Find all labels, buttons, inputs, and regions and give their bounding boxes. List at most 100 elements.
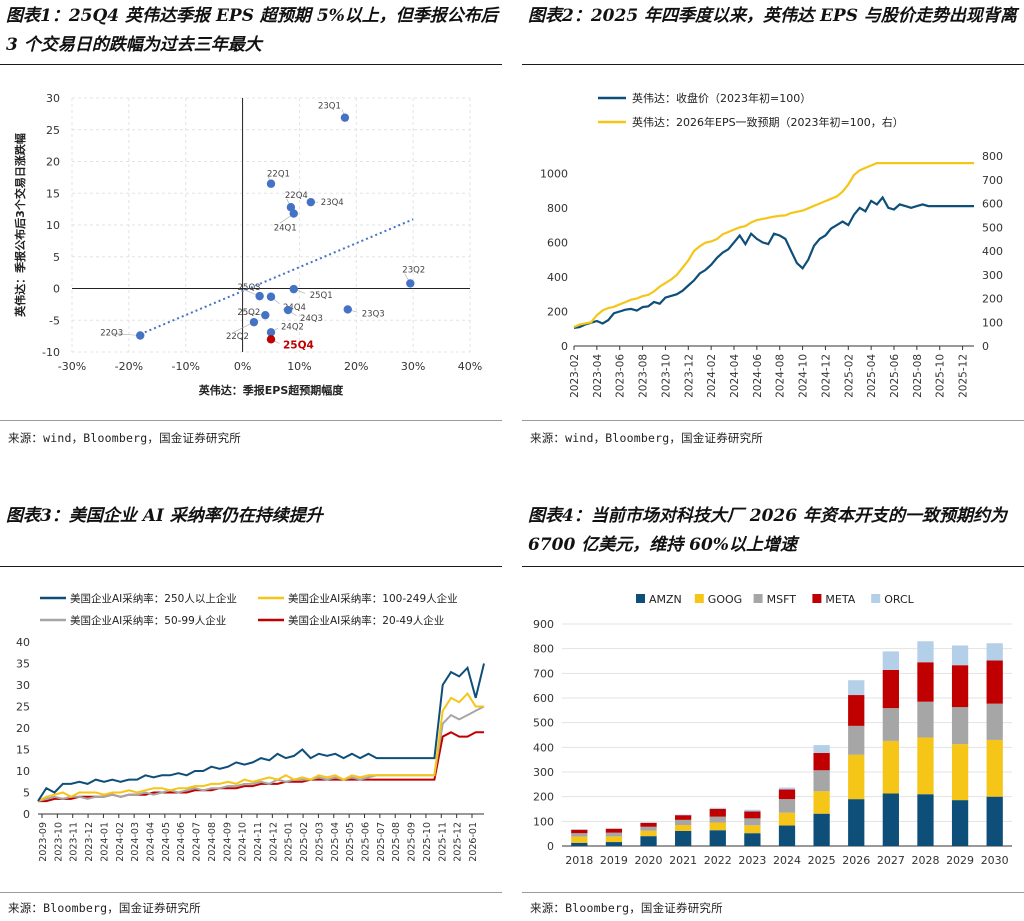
y-tick-label: 600 — [533, 692, 554, 705]
x-tick-label: 0% — [234, 360, 251, 373]
scatter-point — [266, 179, 276, 188]
x-tick-label: 10% — [287, 360, 311, 373]
bar-orcl — [709, 807, 726, 809]
point-leader — [112, 333, 141, 336]
chart1-title: 图表1：25Q4 英伟达季报 EPS 超预期 5%以上，但季报公布后 3 个交易… — [6, 6, 498, 55]
bar-amzn — [640, 836, 657, 846]
point-label: 23Q3 — [362, 309, 385, 319]
point-label: 23Q4 — [321, 198, 344, 208]
x-tick-label: 2024-01 — [99, 822, 110, 862]
y-tick-label: 25 — [16, 701, 30, 714]
x-tick-label: 2024-03 — [130, 822, 141, 862]
x-tick-label: 2025-03 — [314, 822, 325, 862]
y-tick-label: 15 — [16, 744, 30, 757]
chart2-top-rule — [522, 64, 1024, 65]
scatter-point — [289, 209, 298, 218]
chart2-bottom-rule — [522, 420, 1024, 421]
bar-msft — [571, 833, 588, 837]
bar-amzn — [882, 793, 899, 846]
x-tick-label: 2024-10 — [798, 354, 810, 398]
bar-amzn — [744, 833, 761, 846]
point-label: 23Q1 — [318, 102, 341, 112]
y-left-tick-label: 200 — [547, 305, 568, 318]
bar-msft — [709, 816, 726, 823]
bar-amzn — [778, 825, 796, 846]
point-label: 24Q1 — [274, 224, 297, 234]
bar-goog — [951, 744, 969, 801]
x-tick-label: 2025-08 — [912, 354, 924, 398]
legend-label: 美国企业AI采纳率：100-249人企业 — [288, 592, 458, 605]
x-tick-label: 2025-10 — [422, 822, 433, 862]
scatter-point — [266, 335, 276, 344]
y-tick-label: 30 — [46, 92, 60, 105]
series-line-price — [573, 195, 974, 329]
bar-orcl — [813, 745, 830, 754]
y-right-tick-label: 800 — [982, 150, 1003, 163]
legend-label: META — [825, 593, 855, 606]
legend-swatch — [812, 594, 822, 603]
legend-label: 英伟达：2026年EPS一致预期（2023年初=100，右） — [632, 115, 904, 129]
y-tick-label: -10 — [42, 346, 60, 359]
chart1-source: 来源：wind，Bloomberg，国金证券研究所 — [8, 431, 242, 445]
legend-swatch — [694, 594, 704, 603]
series-line — [37, 663, 485, 802]
bar-meta — [605, 828, 623, 833]
bar-amzn — [605, 842, 623, 846]
y-tick-label: -5 — [49, 314, 60, 327]
y-tick-label: 200 — [533, 791, 554, 804]
chart3-title: 图表3：美国企业 AI 采纳率仍在持续提升 — [6, 506, 323, 526]
x-tick-label: 2025-02 — [843, 354, 855, 398]
x-tick-label: 20% — [344, 360, 368, 373]
y-tick-label: 35 — [16, 658, 30, 671]
bar-amzn — [813, 813, 830, 846]
scatter-point — [286, 203, 296, 212]
y-right-tick-label: 500 — [982, 221, 1003, 234]
x-tick-label: 2025-07 — [376, 822, 387, 862]
bar-goog — [813, 791, 830, 814]
y-axis-title: 英伟达：季报公布后3个交易日涨跌幅 — [13, 133, 27, 318]
bar-goog — [778, 812, 796, 826]
scatter-point — [306, 197, 315, 207]
bar-amzn — [986, 796, 1003, 846]
y-tick-label: 900 — [533, 618, 554, 631]
x-tick-label: 2023-02 — [569, 354, 581, 398]
trend-line — [139, 218, 414, 336]
bar-meta — [709, 809, 726, 817]
x-tick-label: 2024 — [773, 854, 801, 867]
capex-stacked-bar-chart: 0 100 200 300 400 500 600 700 800 900 2018 2019 2020… — [533, 593, 1012, 867]
y-tick-label: 700 — [533, 667, 554, 680]
bar-meta — [675, 815, 692, 820]
bar-amzn — [848, 799, 865, 846]
bar-goog — [882, 740, 899, 794]
bar-meta — [848, 695, 865, 726]
y-tick-label: 0 — [23, 808, 30, 821]
x-tick-label: 2023-12 — [84, 822, 95, 862]
x-tick-label: 2024-12 — [820, 354, 832, 398]
bar-goog — [848, 754, 865, 800]
y-tick-label: 15 — [46, 187, 60, 200]
bar-orcl — [848, 680, 865, 696]
bar-msft — [675, 819, 692, 826]
x-tick-label: 2025-08 — [391, 822, 402, 862]
legend-label: 英伟达：收盘价（2023年初=100） — [632, 91, 811, 105]
y-tick-label: 5 — [53, 251, 60, 264]
x-axis-title: 英伟达：季报EPS超预期幅度 — [198, 383, 344, 397]
bar-msft — [744, 818, 761, 826]
bar-orcl — [951, 645, 969, 666]
bar-meta — [813, 753, 830, 771]
bar-msft — [986, 703, 1003, 740]
point-label: 22Q2 — [226, 332, 249, 342]
legend-swatch — [871, 594, 881, 603]
x-tick-label: 2024-10 — [238, 822, 249, 862]
y-right-tick-label: 600 — [982, 198, 1003, 211]
bar-msft — [640, 826, 657, 831]
x-tick-label: 2025-11 — [437, 822, 448, 862]
x-tick-label: 2029 — [946, 854, 974, 867]
x-tick-label: 2025-02 — [299, 822, 310, 862]
y-tick-label: 300 — [533, 766, 554, 779]
x-tick-label: 2023-11 — [69, 822, 80, 862]
y-tick-label: 0 — [53, 283, 60, 296]
y-right-tick-label: 300 — [982, 269, 1003, 282]
scatter-point — [340, 113, 350, 122]
bar-amzn — [571, 842, 588, 846]
